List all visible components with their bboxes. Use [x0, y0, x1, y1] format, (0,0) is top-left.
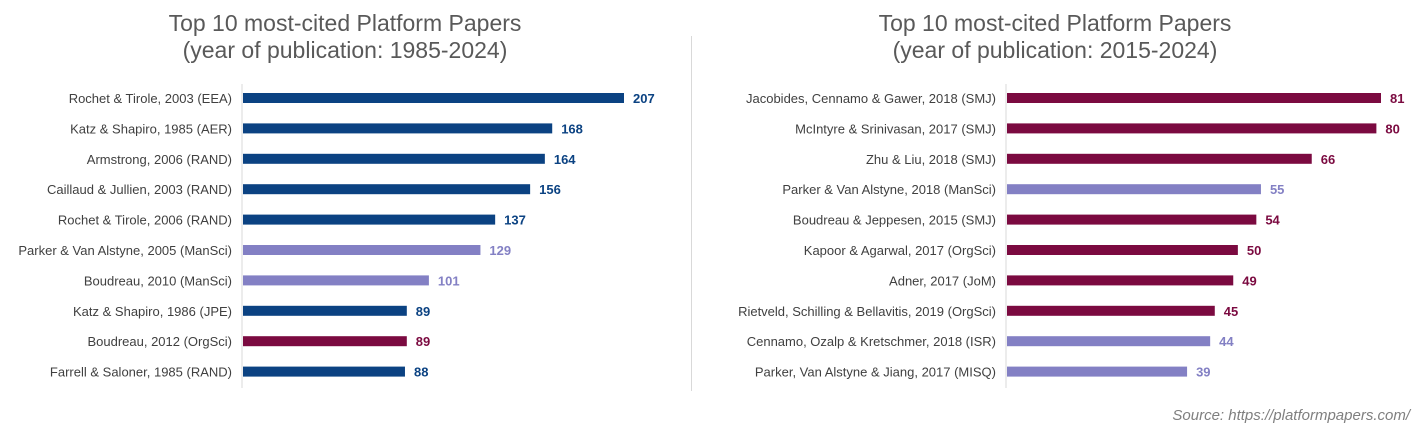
left-chart-category-label: Parker & Van Alstyne, 2005 (ManSci): [18, 243, 232, 258]
left-chart-value-label: 207: [633, 91, 655, 106]
left-chart-bar: [243, 184, 531, 195]
left-chart-value-label: 89: [416, 304, 430, 319]
source-note: Source: https://platformpapers.com/: [1172, 407, 1410, 424]
left-bar-chart: Rochet & Tirole, 2003 (EEA) 207 Katz & Sha…: [18, 84, 655, 388]
left-chart-category-label: Farrell & Saloner, 1985 (RAND): [50, 365, 232, 380]
left-chart-title-line2: (year of publication: 1985-2024): [182, 37, 508, 63]
right-chart-value-label: 80: [1385, 121, 1399, 136]
right-chart-value-label: 44: [1219, 334, 1234, 349]
left-chart-value-label: 137: [504, 213, 526, 228]
right-chart-bar: [1007, 305, 1215, 316]
right-chart-title: Top 10 most-cited Platform Papers (year …: [692, 10, 1418, 64]
left-chart-bar: [243, 366, 405, 377]
right-chart-category-label: Rietveld, Schilling & Bellavitis, 2019 (…: [738, 304, 996, 319]
right-chart-category-label: McIntyre & Srinivasan, 2017 (SMJ): [795, 121, 996, 136]
left-chart-bar: [243, 93, 624, 103]
right-chart-category-label: Zhu & Liu, 2018 (SMJ): [866, 152, 996, 167]
left-chart-bar: [243, 245, 481, 255]
right-chart-category-label: Parker, Van Alstyne & Jiang, 2017 (MISQ): [755, 365, 996, 380]
right-chart-bar: [1007, 245, 1238, 255]
left-chart-value-label: 89: [416, 334, 430, 349]
right-chart-category-label: Boudreau & Jeppesen, 2015 (SMJ): [793, 213, 996, 228]
left-chart-category-label: Katz & Shapiro, 1985 (AER): [70, 121, 232, 136]
left-chart-category-label: Rochet & Tirole, 2006 (RAND): [58, 213, 232, 228]
left-chart-title-line1: Top 10 most-cited Platform Papers: [168, 10, 522, 36]
right-chart-title-line2: (year of publication: 2015-2024): [892, 37, 1218, 63]
right-chart-value-label: 45: [1224, 304, 1238, 319]
left-chart-category-label: Caillaud & Jullien, 2003 (RAND): [47, 182, 232, 197]
left-chart-category-label: Rochet & Tirole, 2003 (EEA): [69, 91, 232, 106]
right-chart-bar: [1007, 93, 1381, 103]
right-chart-bar: [1007, 214, 1257, 225]
panel-divider: [691, 36, 692, 391]
right-chart-bar: [1007, 336, 1211, 347]
right-bar-chart: Jacobides, Cennamo & Gawer, 2018 (SMJ) 81…: [738, 84, 1404, 388]
right-chart-bar: [1007, 123, 1377, 134]
right-chart-bar: [1007, 366, 1188, 377]
left-chart-value-label: 88: [414, 365, 428, 380]
left-chart-value-label: 129: [489, 243, 511, 258]
right-chart-title-line1: Top 10 most-cited Platform Papers: [878, 10, 1232, 36]
left-chart-bar: [243, 153, 545, 164]
left-chart-category-label: Armstrong, 2006 (RAND): [87, 152, 232, 167]
left-chart-title: Top 10 most-cited Platform Papers (year …: [0, 10, 690, 64]
right-chart-value-label: 50: [1247, 243, 1261, 258]
right-chart-bar: [1007, 184, 1261, 195]
right-chart-value-label: 66: [1321, 152, 1335, 167]
right-chart-value-label: 81: [1390, 91, 1404, 106]
left-chart-category-label: Boudreau, 2012 (OrgSci): [87, 334, 232, 349]
right-chart-category-label: Parker & Van Alstyne, 2018 (ManSci): [782, 182, 996, 197]
left-chart-bar: [243, 275, 429, 286]
right-chart-category-label: Jacobides, Cennamo & Gawer, 2018 (SMJ): [746, 91, 996, 106]
right-chart-bar: [1007, 153, 1312, 164]
left-chart-value-label: 164: [554, 152, 576, 167]
right-chart-category-label: Cennamo, Ozalp & Kretschmer, 2018 (ISR): [747, 334, 996, 349]
left-chart-bar: [243, 123, 553, 134]
left-chart-value-label: 168: [561, 121, 583, 136]
right-chart-category-label: Kapoor & Agarwal, 2017 (OrgSci): [804, 243, 996, 258]
right-chart-panel: Top 10 most-cited Platform Papers (year …: [692, 0, 1418, 430]
left-chart-bar: [243, 214, 496, 225]
right-chart-value-label: 49: [1242, 273, 1256, 288]
right-chart-bar: [1007, 275, 1234, 286]
right-chart-value-label: 55: [1270, 182, 1284, 197]
left-chart-bar: [243, 336, 407, 347]
left-chart-category-label: Boudreau, 2010 (ManSci): [84, 273, 232, 288]
right-chart-value-label: 54: [1265, 213, 1280, 228]
left-chart-bar: [243, 305, 407, 316]
left-chart-value-label: 101: [438, 273, 460, 288]
right-chart-value-label: 39: [1196, 365, 1210, 380]
right-chart-category-label: Adner, 2017 (JoM): [889, 273, 996, 288]
left-chart-panel: Top 10 most-cited Platform Papers (year …: [0, 0, 690, 430]
left-chart-value-label: 156: [539, 182, 561, 197]
left-chart-category-label: Katz & Shapiro, 1986 (JPE): [73, 304, 232, 319]
